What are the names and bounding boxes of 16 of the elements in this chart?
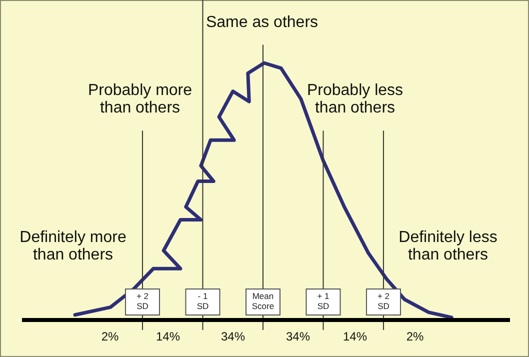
x-tick-label: + 2 SD: [377, 291, 390, 311]
x-tick-label: + 2 SD: [136, 291, 149, 311]
text: 14%: [342, 330, 368, 344]
annotation: Probably more than others: [88, 82, 192, 117]
text: 14%: [156, 330, 180, 344]
x-tick-label: + 1 SD: [317, 291, 330, 311]
annotation: Definitely less than others: [398, 229, 498, 264]
annotation: Definitely more than others: [20, 229, 126, 264]
text: 2%: [406, 330, 424, 344]
text: Same as others: [206, 14, 318, 31]
text: 34%: [220, 330, 246, 344]
text: 34%: [286, 330, 310, 344]
text: 2%: [101, 330, 119, 344]
x-tick-label: - 1 SD: [196, 291, 209, 311]
annotation: Probably less than others: [306, 82, 404, 117]
x-tick-label: Mean Score: [252, 291, 274, 311]
